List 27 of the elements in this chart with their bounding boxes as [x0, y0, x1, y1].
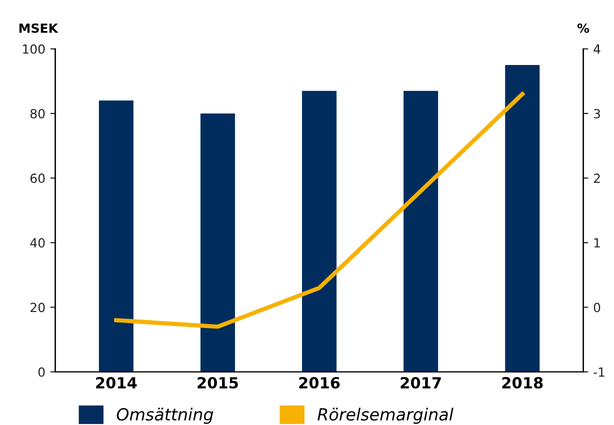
bar	[200, 113, 235, 372]
bar	[98, 100, 134, 372]
y-tick-label: 0	[38, 367, 45, 377]
y2-tick-label: -1	[594, 368, 604, 377]
y2-tick-label: 1	[594, 238, 600, 248]
bar	[302, 90, 337, 372]
x-tick-label: 2018	[502, 377, 543, 389]
legend-label: Rörelsemarginal	[318, 408, 454, 424]
x-tick-label: 2017	[400, 377, 441, 389]
y2-axis-title: %	[577, 23, 590, 33]
bar	[404, 90, 438, 372]
y2-tick-label: 2	[594, 174, 600, 183]
y-tick-label: 60	[30, 174, 45, 183]
y-tick-label: 100	[23, 44, 45, 54]
y2-tick-label: 4	[594, 44, 600, 54]
y2-tick-label: 0	[594, 302, 600, 312]
line-series	[114, 92, 524, 329]
x-tick-label: 2014	[96, 377, 137, 389]
x-tick-label: 2015	[198, 377, 238, 389]
y-tick-label: 40	[30, 238, 45, 248]
y-tick-label: 80	[30, 108, 45, 118]
y-axis-title: MSEK	[19, 23, 58, 33]
y-tick-label: 20	[30, 302, 45, 312]
x-tick-label: 2016	[299, 377, 340, 389]
legend-label: Omsättning	[116, 408, 214, 424]
y2-tick-label: 3	[594, 108, 600, 118]
bar	[505, 65, 540, 372]
